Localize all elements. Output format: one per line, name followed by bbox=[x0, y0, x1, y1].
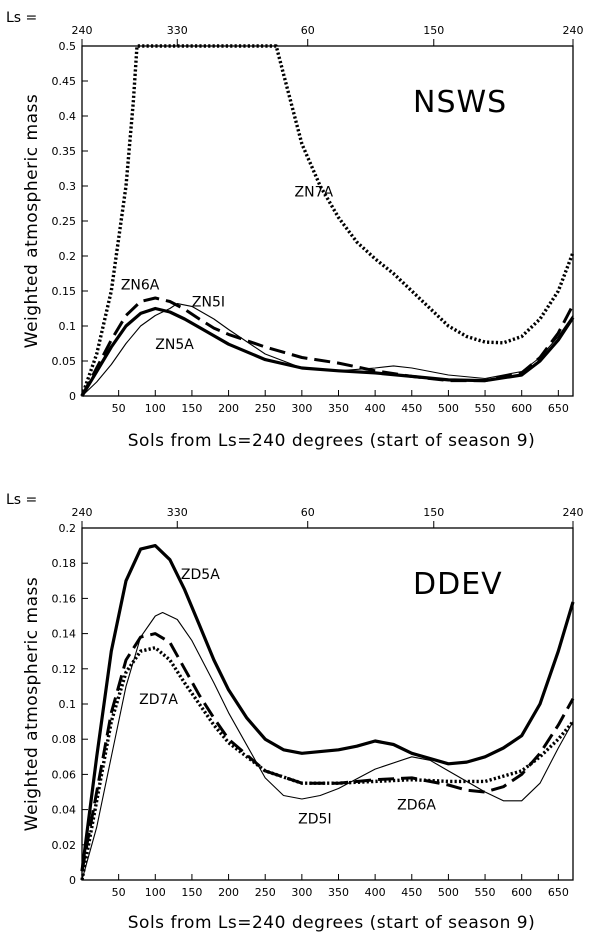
x-tick-label: 350 bbox=[328, 886, 349, 899]
y-tick-label: 0.14 bbox=[52, 628, 77, 641]
axes-layer: 240 330 60 150 240 50 100 150 200 250 300 350 400 450… bbox=[52, 506, 584, 899]
y-tick-label: 0.25 bbox=[52, 215, 77, 228]
ls-tick-label: 330 bbox=[167, 506, 188, 519]
series-label-zn7a: ZN7A bbox=[295, 185, 334, 201]
x-tick-label: 450 bbox=[401, 886, 422, 899]
y-tick-label: 0.2 bbox=[59, 522, 77, 535]
x-tick-label: 500 bbox=[438, 402, 459, 415]
x-tick-label: 300 bbox=[291, 886, 312, 899]
x-axis-title: Sols from Ls=240 degrees (start of seaso… bbox=[128, 913, 535, 933]
y-tick-label: 0.15 bbox=[52, 285, 77, 298]
ls-tick-label: 240 bbox=[72, 24, 93, 37]
x-tick-label: 600 bbox=[511, 886, 532, 899]
ls-prefix-label: Ls = bbox=[6, 492, 37, 508]
series-line-zn7a bbox=[80, 44, 575, 397]
series-label-zd5i: ZD5I bbox=[298, 812, 331, 828]
series-line-zd5i bbox=[81, 611, 574, 881]
y-tick-label: 0.5 bbox=[59, 40, 77, 53]
y-tick-label: 0.06 bbox=[52, 768, 77, 781]
nsws-chart: Ls = 240 330 60 150 240 50 100 150 200 250 300 350 4… bbox=[6, 10, 584, 451]
ls-tick-label: 150 bbox=[423, 24, 444, 37]
x-tick-label: 650 bbox=[548, 402, 569, 415]
x-axis-title: Sols from Ls=240 degrees (start of seaso… bbox=[128, 431, 535, 451]
ddev-chart: Ls = 240 330 60 150 240 50 100 150 200 250 300 350 4… bbox=[6, 492, 584, 933]
x-tick-label: 550 bbox=[475, 402, 496, 415]
y-tick-label: 0.45 bbox=[52, 75, 77, 88]
series-line-zn6a bbox=[80, 296, 575, 397]
x-tick-label: 100 bbox=[145, 402, 166, 415]
x-tick-label: 450 bbox=[401, 402, 422, 415]
ls-tick-label: 240 bbox=[563, 506, 584, 519]
y-tick-label: 0.05 bbox=[52, 355, 77, 368]
y-tick-label: 0.12 bbox=[52, 663, 77, 676]
series-label-zn6a: ZN6A bbox=[121, 278, 160, 294]
y-tick-label: 0.08 bbox=[52, 733, 77, 746]
x-tick-label: 300 bbox=[291, 402, 312, 415]
y-tick-label: 0.02 bbox=[52, 839, 77, 852]
panel-title: NSWS bbox=[413, 85, 507, 120]
ls-tick-label: 60 bbox=[301, 24, 315, 37]
x-tick-label: 250 bbox=[255, 402, 276, 415]
series-layer: ZN5A ZN5I ZN6A ZN7A bbox=[80, 44, 575, 397]
ls-prefix-label: Ls = bbox=[6, 10, 37, 26]
series-line-zd7a bbox=[80, 646, 575, 881]
series-label-zn5a: ZN5A bbox=[155, 337, 194, 353]
x-tick-label: 600 bbox=[511, 402, 532, 415]
x-tick-label: 200 bbox=[218, 886, 239, 899]
y-tick-label: 0.1 bbox=[59, 320, 77, 333]
x-tick-label: 100 bbox=[145, 886, 166, 899]
y-tick-label: 0.2 bbox=[59, 250, 77, 263]
series-label-zn5i: ZN5I bbox=[192, 294, 225, 310]
x-tick-label: 500 bbox=[438, 886, 459, 899]
y-tick-label: 0 bbox=[69, 874, 76, 887]
series-line-zd5a bbox=[80, 544, 575, 872]
x-tick-label: 400 bbox=[365, 402, 386, 415]
y-tick-label: 0.04 bbox=[52, 804, 77, 817]
ls-tick-label: 150 bbox=[423, 506, 444, 519]
y-tick-label: 0.3 bbox=[59, 180, 77, 193]
x-tick-label: 250 bbox=[255, 886, 276, 899]
x-tick-label: 50 bbox=[112, 886, 126, 899]
x-tick-label: 200 bbox=[218, 402, 239, 415]
series-label-zd6a: ZD6A bbox=[397, 798, 436, 814]
series-label-zd7a: ZD7A bbox=[139, 692, 178, 708]
ls-tick-label: 330 bbox=[167, 24, 188, 37]
x-tick-label: 150 bbox=[181, 402, 202, 415]
series-label-zd5a: ZD5A bbox=[181, 567, 220, 583]
series-line-zn5i bbox=[81, 303, 574, 397]
ls-tick-label: 60 bbox=[301, 506, 315, 519]
ls-tick-label: 240 bbox=[563, 24, 584, 37]
y-tick-label: 0.16 bbox=[52, 592, 77, 605]
y-tick-label: 0.18 bbox=[52, 557, 77, 570]
ls-tick-label: 240 bbox=[72, 506, 93, 519]
x-tick-label: 400 bbox=[365, 886, 386, 899]
series-layer: ZD5A ZD5I ZD6A ZD7A bbox=[80, 544, 575, 881]
y-tick-label: 0.4 bbox=[59, 110, 77, 123]
y-axis-title: Weighted atmospheric mass bbox=[22, 577, 42, 831]
x-tick-label: 550 bbox=[475, 886, 496, 899]
axes-layer: 240 330 60 150 240 50 100 150 200 250 300 350 400 450… bbox=[52, 24, 584, 415]
y-axis-title: Weighted atmospheric mass bbox=[22, 94, 42, 348]
y-tick-label: 0 bbox=[69, 390, 76, 403]
series-line-zd6a bbox=[80, 632, 575, 872]
y-tick-label: 0.1 bbox=[59, 698, 77, 711]
x-tick-label: 650 bbox=[548, 886, 569, 899]
x-tick-label: 350 bbox=[328, 402, 349, 415]
panel-title: DDEV bbox=[413, 567, 503, 602]
x-tick-label: 50 bbox=[112, 402, 126, 415]
x-tick-label: 150 bbox=[181, 886, 202, 899]
y-tick-label: 0.35 bbox=[52, 145, 77, 158]
